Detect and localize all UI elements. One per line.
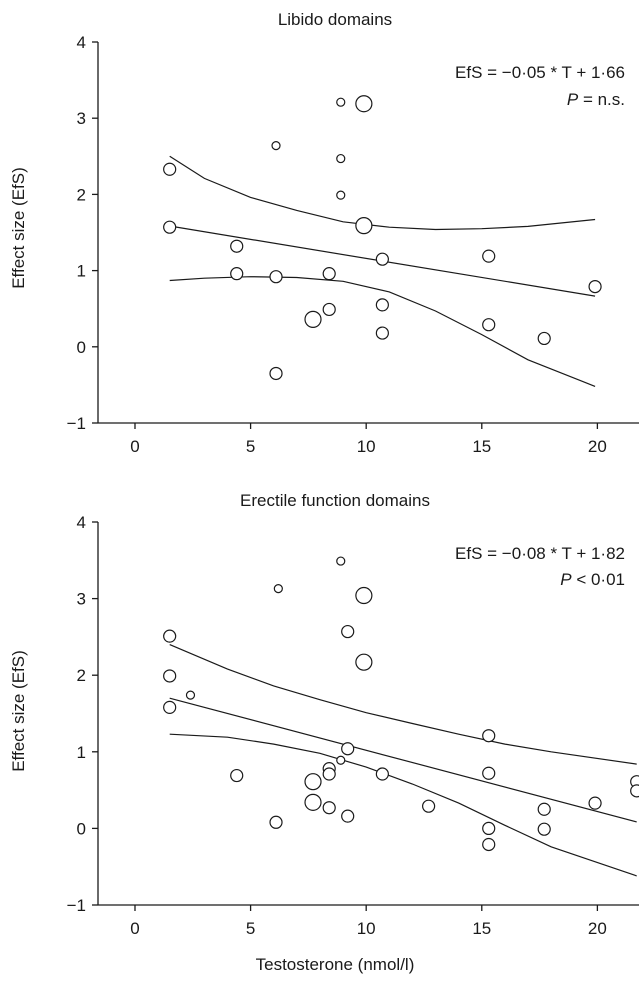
data-point [375, 252, 389, 266]
ci-lower-curve [169, 276, 596, 387]
data-point [304, 310, 322, 328]
data-point [630, 784, 639, 798]
y-tick-label: 3 [77, 109, 86, 128]
data-point [269, 270, 283, 284]
data-point [355, 653, 373, 671]
data-point [336, 153, 346, 164]
data-point [588, 796, 602, 810]
data-point [230, 239, 244, 253]
panel-title: Erectile function domains [240, 491, 430, 510]
y-tick-label: 4 [77, 513, 86, 532]
y-tick-label: −1 [67, 414, 86, 433]
data-point [482, 318, 496, 332]
data-point [230, 267, 244, 281]
x-tick-label: 5 [246, 437, 255, 456]
data-point [375, 326, 389, 340]
y-axis-label: Effect size (EfS) [9, 650, 28, 772]
data-point [304, 773, 322, 791]
y-tick-label: 3 [77, 590, 86, 609]
x-tick-label: 10 [357, 919, 376, 938]
data-point [336, 556, 346, 566]
fit-equation: EfS = −0·08 * T + 1·82 [455, 544, 625, 563]
confidence-band [169, 644, 637, 877]
data-point [269, 815, 283, 829]
data-point [355, 217, 373, 235]
y-tick-label: −1 [67, 896, 86, 915]
y-tick-label: 2 [77, 666, 86, 685]
data-point [322, 267, 336, 281]
panel-title: Libido domains [278, 10, 392, 29]
data-point [422, 799, 436, 813]
data-point [341, 624, 355, 639]
y-axis-label: Effect size (EfS) [9, 167, 28, 289]
x-tick-label: 0 [130, 919, 139, 938]
erectile-panel: Erectile function domains Effect size (E… [9, 491, 639, 974]
x-axis-label: Testosterone (nmol/l) [256, 955, 415, 974]
data-point [482, 821, 496, 836]
ci-upper-curve [169, 644, 637, 765]
x-tick-label: 0 [130, 437, 139, 456]
fit-line [169, 697, 637, 823]
fit-equation: EfS = −0·05 * T + 1·66 [455, 63, 625, 82]
data-point [163, 669, 177, 683]
axes: −1 0 1 2 3 4 0 5 10 15 20 [67, 33, 639, 456]
data-point [163, 700, 177, 714]
data-point [482, 249, 496, 263]
p-symbol: P [567, 90, 579, 109]
p-value: < 0·01 [572, 570, 625, 589]
libido-panel: Libido domains Effect size (EfS) EfS = −… [9, 10, 639, 456]
regression-line [169, 697, 637, 823]
data-point [375, 767, 389, 781]
data-point [322, 302, 336, 317]
p-symbol: P [560, 570, 572, 589]
data-point [336, 755, 346, 765]
y-tick-label: 1 [77, 743, 86, 762]
data-point [273, 584, 283, 594]
y-tick-label: 0 [77, 338, 86, 357]
data-point [482, 766, 496, 780]
data-point [375, 298, 389, 312]
p-value-label: P < 0·01 [560, 570, 625, 589]
data-point [482, 729, 496, 743]
data-point [163, 629, 177, 643]
x-tick-label: 10 [357, 437, 376, 456]
p-value: = n.s. [578, 90, 625, 109]
data-point [269, 366, 283, 381]
data-point [336, 97, 346, 107]
data-points [163, 95, 602, 381]
data-point [355, 586, 373, 605]
x-tick-label: 15 [472, 437, 491, 456]
x-tick-label: 15 [472, 919, 491, 938]
y-tick-label: 4 [77, 33, 86, 52]
data-point [230, 768, 244, 783]
x-tick-label: 5 [246, 919, 255, 938]
data-point [341, 742, 355, 756]
y-tick-label: 2 [77, 185, 86, 204]
data-points [163, 556, 639, 852]
p-value-label: P = n.s. [567, 90, 625, 109]
data-point [271, 141, 281, 151]
axes: −1 0 1 2 3 4 0 5 10 15 20 [67, 513, 639, 938]
y-tick-label: 0 [77, 819, 86, 838]
data-point [322, 767, 336, 781]
data-point [336, 190, 346, 200]
data-point [482, 837, 496, 852]
data-point [537, 822, 551, 836]
ci-upper-curve [169, 155, 596, 231]
data-point [537, 331, 551, 346]
data-point [163, 220, 177, 234]
data-point [588, 280, 602, 294]
data-point [163, 162, 177, 176]
data-point [304, 793, 322, 811]
data-point [341, 809, 355, 823]
data-point [185, 690, 196, 700]
y-tick-label: 1 [77, 262, 86, 281]
data-point [537, 802, 551, 816]
x-tick-label: 20 [588, 919, 607, 938]
data-point [322, 801, 336, 815]
data-point [355, 95, 373, 113]
ci-lower-curve [169, 733, 637, 877]
x-tick-label: 20 [588, 437, 607, 456]
